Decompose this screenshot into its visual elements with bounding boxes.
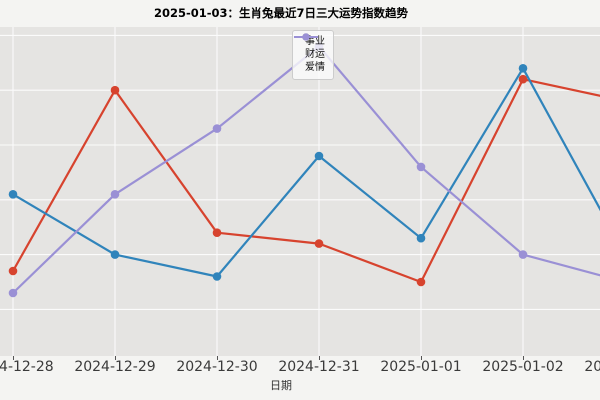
data-point-career	[8, 266, 18, 276]
data-point-wealth	[518, 64, 528, 73]
line-chart-canvas	[0, 27, 600, 356]
legend-item-love: 爱情	[294, 33, 325, 75]
data-point-career	[518, 74, 528, 84]
data-point-wealth	[110, 250, 120, 259]
x-tick	[12, 356, 14, 360]
data-point-career	[110, 85, 120, 95]
data-point-love	[518, 250, 528, 259]
x-tick-label: 2024-12-29	[74, 359, 156, 375]
data-point-love	[212, 124, 222, 133]
x-tick	[114, 356, 116, 360]
data-point-love	[8, 288, 18, 298]
data-point-wealth	[8, 190, 18, 199]
x-tick-label: 2024-12-28	[0, 359, 54, 375]
data-point-love	[110, 190, 120, 199]
data-point-career	[212, 228, 222, 237]
legend-label: 事业	[305, 35, 325, 47]
legend-label: 爱情	[305, 62, 325, 74]
plot-area: 事业 财运 爱情	[0, 27, 600, 356]
data-point-wealth	[314, 151, 324, 161]
chart-title: 2025-01-03：生肖兔最近7日三大运势指数趋势	[153, 6, 409, 20]
data-point-career	[416, 277, 426, 287]
x-tick-label: 2024-12-31	[278, 359, 360, 375]
data-point-love	[416, 162, 426, 172]
x-tick-label: 2025-01-01	[380, 359, 462, 375]
x-tick-label: 2025-01-03	[584, 359, 600, 375]
x-tick	[216, 356, 218, 360]
series-line-career	[11, 78, 600, 284]
data-point-wealth	[212, 272, 222, 281]
x-tick-label: 2024-12-30	[176, 359, 258, 375]
x-axis-label: 日期	[270, 379, 292, 392]
legend-line-marker-icon	[294, 33, 318, 41]
data-point-career	[314, 239, 324, 248]
data-point-wealth	[416, 233, 426, 243]
x-tick	[522, 356, 524, 360]
legend: 事业 财运 爱情	[292, 30, 334, 81]
legend-label: 财运	[305, 49, 325, 61]
x-tick-label: 2025-01-02	[482, 359, 564, 375]
x-tick	[318, 356, 320, 360]
x-tick	[420, 356, 422, 360]
legend-item-wealth: 财运	[294, 33, 325, 61]
